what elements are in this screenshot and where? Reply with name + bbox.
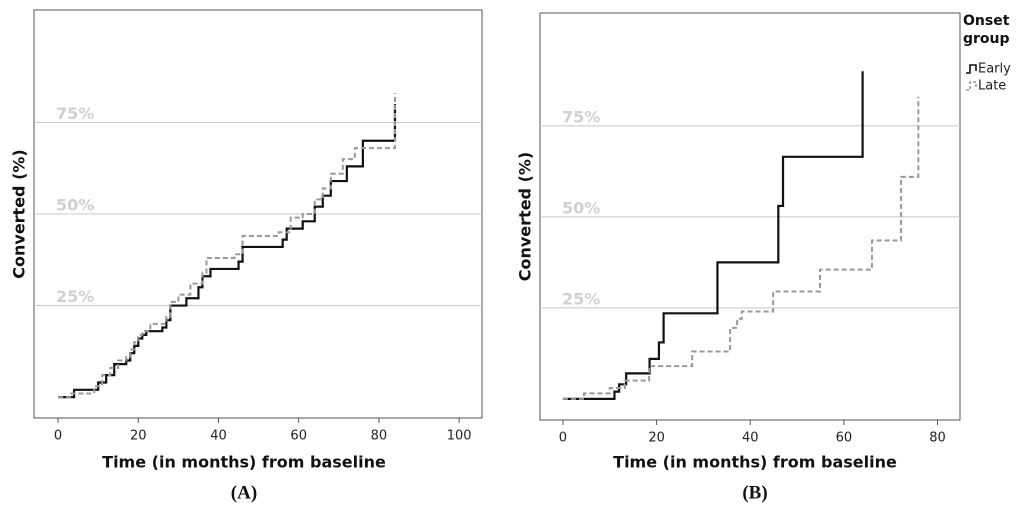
y-tick-label: 25% — [56, 287, 94, 306]
step-line — [58, 104, 397, 399]
y-tick-label: 75% — [562, 107, 600, 126]
x-tick-label: 60 — [836, 431, 853, 446]
x-axis-title: Time (in months) from baseline — [613, 453, 897, 472]
x-tick-label: 0 — [54, 429, 62, 444]
y-tick-label: 75% — [56, 104, 94, 123]
y-axis-title: Converted (%) — [516, 152, 535, 281]
x-tick-label: 40 — [742, 431, 759, 446]
y-tick-label: 25% — [562, 289, 600, 308]
legend-label: Late — [978, 79, 1006, 94]
caption: (A) — [231, 482, 257, 503]
step-line — [562, 96, 920, 400]
legend-label: Early — [978, 62, 1011, 77]
x-tick-label: 80 — [371, 429, 388, 444]
x-tick-label: 20 — [130, 429, 147, 444]
x-tick-label: 60 — [290, 429, 307, 444]
legend-swatch — [966, 81, 977, 91]
x-tick-label: 100 — [447, 429, 472, 444]
step-line — [58, 93, 396, 399]
y-tick-label: 50% — [562, 198, 600, 217]
x-axis-title: Time (in months) from baseline — [102, 453, 386, 472]
y-tick-label: 50% — [56, 196, 94, 215]
y-axis-title: Converted (%) — [10, 149, 29, 278]
legend-swatch — [966, 64, 977, 74]
x-tick-label: 20 — [648, 431, 665, 446]
step-line — [562, 71, 864, 400]
x-tick-label: 0 — [559, 431, 567, 446]
x-tick-label: 40 — [210, 429, 227, 444]
x-tick-label: 80 — [929, 431, 946, 446]
legend-title: Onset group — [963, 13, 1010, 47]
caption: (B) — [742, 482, 767, 503]
